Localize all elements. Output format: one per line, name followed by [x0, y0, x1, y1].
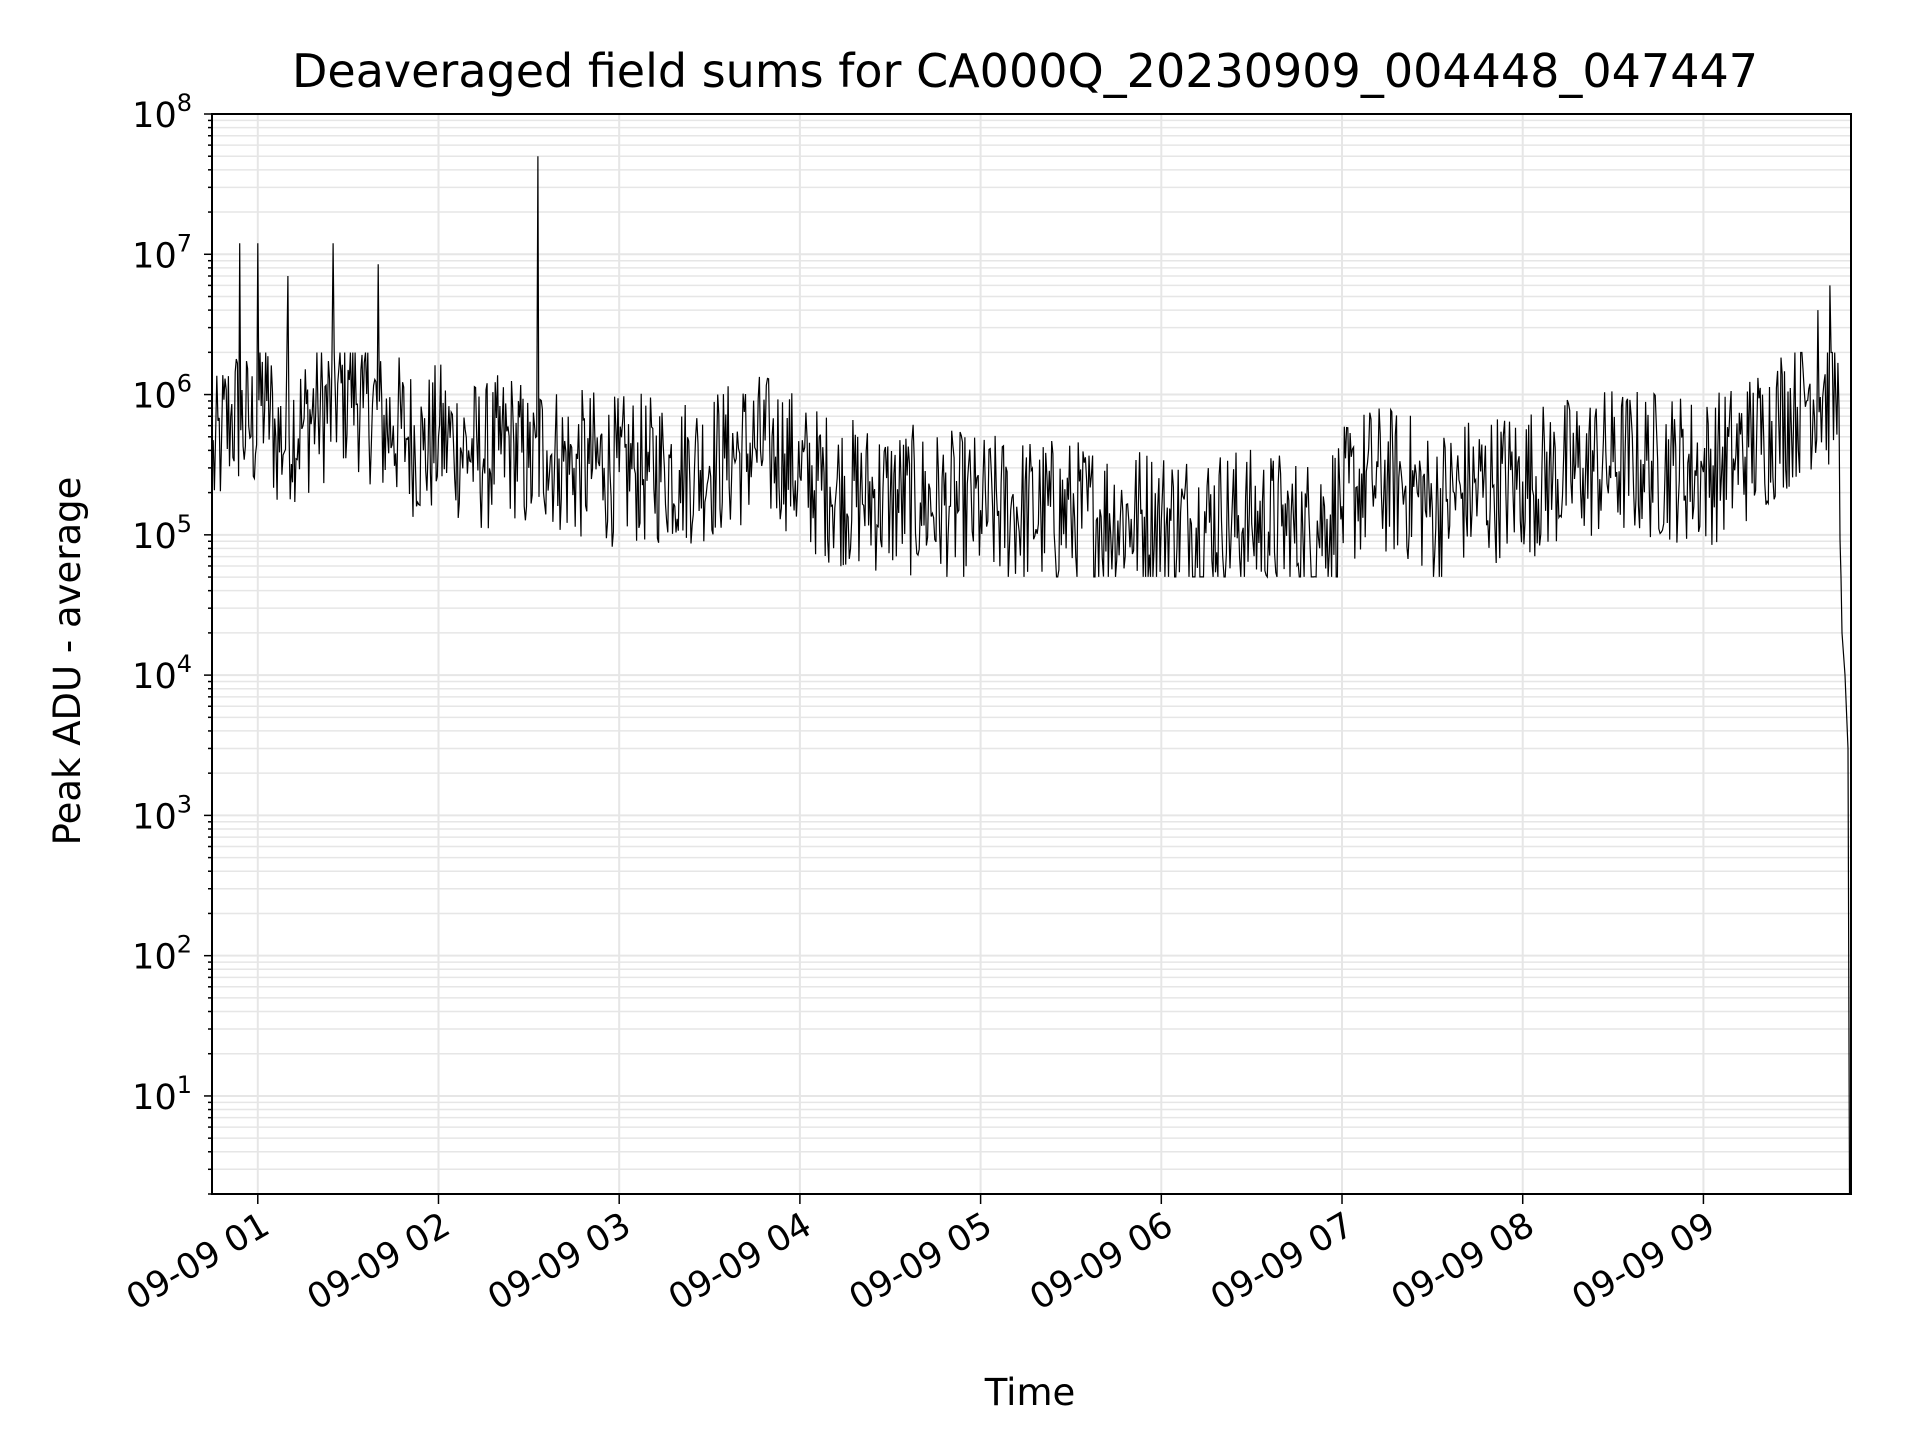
- y-tick-base: 10: [132, 938, 177, 978]
- y-tick-label: 105: [132, 510, 192, 557]
- x-tick-label: 09-09 02: [301, 1205, 457, 1318]
- x-tick-label: 09-09 03: [481, 1205, 637, 1318]
- y-tick-label: 107: [132, 229, 192, 276]
- y-tick-label: 104: [132, 650, 192, 697]
- y-tick-exponent: 3: [177, 790, 192, 818]
- y-tick-exponent: 7: [177, 229, 192, 257]
- chart-title: Deaveraged field sums for CA000Q_2023090…: [292, 44, 1758, 98]
- x-tick-label: 09-09 06: [1024, 1205, 1180, 1318]
- plot-frame: [211, 113, 1852, 1195]
- y-tick-exponent: 2: [177, 931, 192, 959]
- y-tick-exponent: 6: [177, 370, 192, 398]
- y-tick-base: 10: [132, 1078, 177, 1118]
- y-tick-exponent: 4: [177, 650, 192, 678]
- x-tick-label: 09-09 01: [120, 1205, 276, 1318]
- x-tick-label: 09-09 05: [843, 1205, 999, 1318]
- y-tick-base: 10: [132, 377, 177, 417]
- y-tick-label: 103: [132, 790, 192, 837]
- y-tick-base: 10: [132, 657, 177, 697]
- x-tick-label: 09-09 07: [1204, 1205, 1360, 1318]
- y-tick-base: 10: [132, 236, 177, 276]
- y-tick-base: 10: [132, 797, 177, 837]
- series-line-group: [211, 156, 1851, 1195]
- y-tick-exponent: 5: [177, 510, 192, 538]
- x-tick-label: 09-09 08: [1385, 1205, 1541, 1318]
- series-line: [211, 156, 1851, 1195]
- y-tick-exponent: 8: [177, 89, 192, 117]
- y-tick-label: 101: [132, 1071, 192, 1118]
- y-tick-exponent: 1: [177, 1071, 192, 1099]
- y-tick-base: 10: [132, 517, 177, 557]
- y-axis-label: Peak ADU - average: [46, 477, 89, 846]
- y-tick-label: 108: [132, 89, 192, 136]
- x-tick-label: 09-09 04: [662, 1205, 818, 1318]
- y-tick-label: 106: [132, 370, 192, 417]
- y-tick-base: 10: [132, 96, 177, 136]
- x-tick-label: 09-09 09: [1566, 1205, 1722, 1318]
- x-axis-label: Time: [984, 1371, 1076, 1414]
- grid-lines: [212, 113, 1851, 1195]
- y-tick-label: 102: [132, 931, 192, 978]
